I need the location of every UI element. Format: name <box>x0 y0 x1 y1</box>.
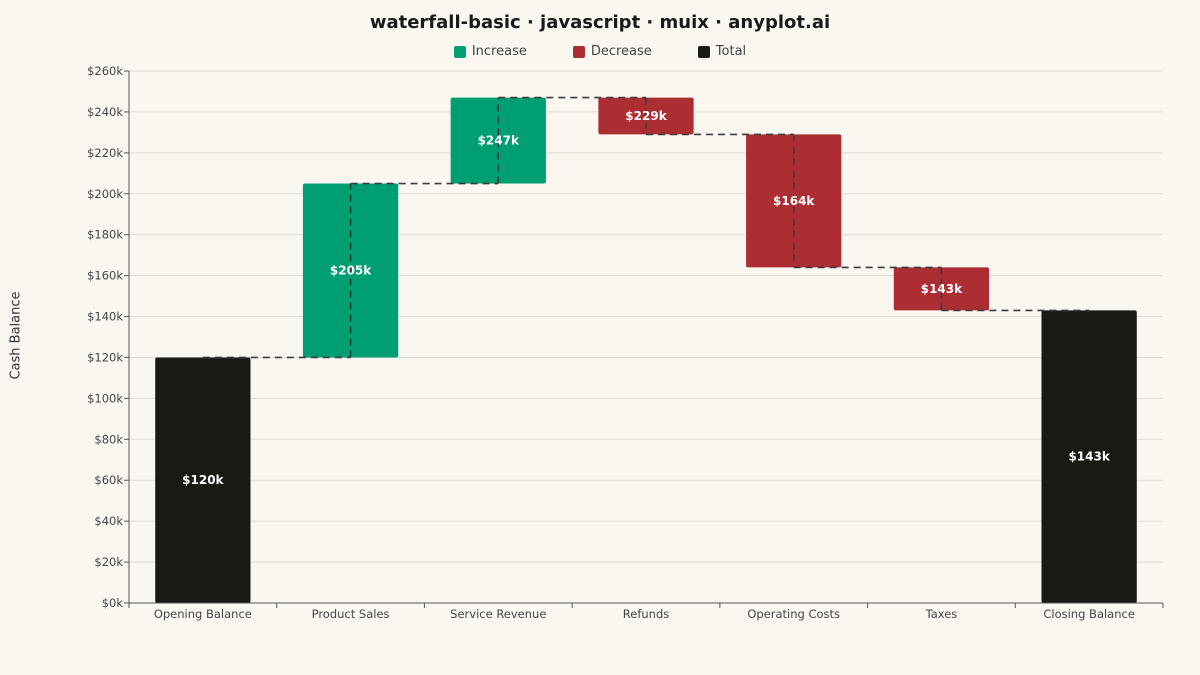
y-tick-label: $240k <box>87 105 123 119</box>
x-tick-label: Operating Costs <box>747 607 840 621</box>
x-tick-label: Refunds <box>623 607 669 621</box>
y-tick-label: $180k <box>87 228 123 242</box>
x-tick-label: Taxes <box>925 607 958 621</box>
x-tick-label: Product Sales <box>312 607 390 621</box>
legend-item-total[interactable]: Total <box>697 44 747 59</box>
bars <box>155 97 1137 603</box>
y-tick-label: $140k <box>87 310 123 324</box>
chart-title: waterfall-basic · javascript · muix · an… <box>369 12 831 33</box>
y-tick-label: $120k <box>87 350 123 364</box>
x-tick-label: Service Revenue <box>450 607 546 621</box>
legend-label-increase: Increase <box>471 44 527 59</box>
bar-label: $229k <box>625 109 667 123</box>
axes: $0k $20k $40k $60k $80k $100k $120k $140k $160k $… <box>87 64 1164 621</box>
legend-label-total: Total <box>715 44 747 59</box>
y-tick-label: $100k <box>87 391 123 405</box>
connectors <box>202 96 1090 359</box>
bar-opening-balance <box>155 357 251 603</box>
bar-label: $164k <box>773 194 815 208</box>
bar-taxes <box>893 267 990 311</box>
legend: Increase Decrease Total <box>0 44 1200 59</box>
x-tick-label: Opening Balance <box>154 607 252 621</box>
legend-label-decrease: Decrease <box>590 44 652 59</box>
bar-labels: $120k $205k $247k $229k $164k $143k $143k <box>182 109 1111 487</box>
bar-closing-balance <box>1041 310 1137 603</box>
y-tick-label: $200k <box>87 187 123 201</box>
legend-swatch-total <box>697 45 710 58</box>
bar-label: $143k <box>921 282 963 296</box>
bar-label: $247k <box>478 134 520 148</box>
bar-label: $205k <box>330 264 372 278</box>
bar-label: $120k <box>182 473 224 487</box>
y-tick-label: $220k <box>87 146 123 160</box>
x-tick-label: Closing Balance <box>1043 607 1135 621</box>
legend-swatch-decrease <box>572 45 585 58</box>
y-tick-label: $80k <box>94 432 123 446</box>
y-tick-label: $260k <box>87 64 123 78</box>
y-tick-label: $20k <box>94 555 123 569</box>
y-tick-label: $0k <box>102 596 124 610</box>
grid-lines <box>129 70 1163 563</box>
bar-label: $143k <box>1068 450 1110 464</box>
legend-item-increase[interactable]: Increase <box>453 44 527 59</box>
y-tick-label: $160k <box>87 269 123 283</box>
y-tick-label: $60k <box>94 473 123 487</box>
legend-item-decrease[interactable]: Decrease <box>572 44 652 59</box>
y-tick-label: $40k <box>94 514 123 528</box>
legend-swatch-increase <box>453 45 466 58</box>
